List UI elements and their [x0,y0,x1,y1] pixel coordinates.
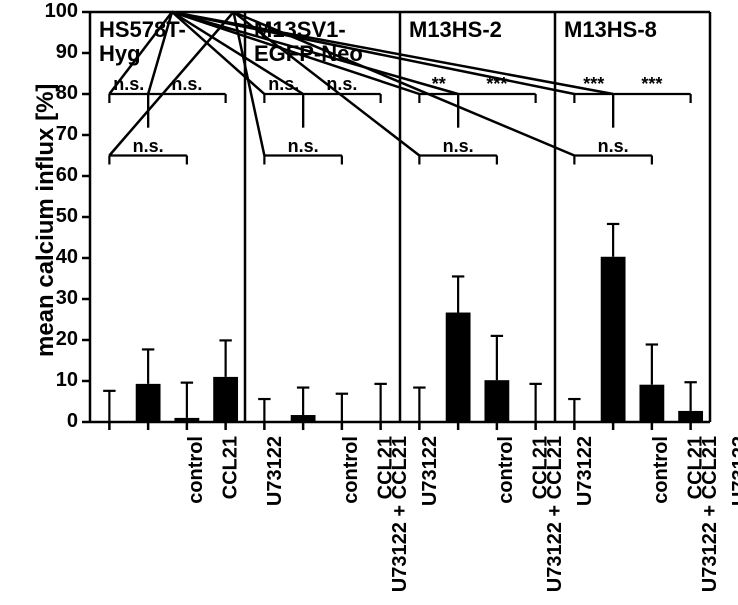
significance-label: *** [583,74,604,95]
ytick-label: 100 [34,0,78,23]
bar [601,257,626,422]
significance-label: n.s. [113,74,144,95]
significance-label: n.s. [598,136,629,157]
bar [639,385,664,422]
bar [678,411,703,422]
significance-label: n.s. [133,136,164,157]
significance-label: *** [641,74,662,95]
ytick-label: 90 [34,41,78,64]
xtick-label: control [185,436,208,504]
xtick-label: control [340,436,363,504]
bar [136,384,161,422]
significance-label: n.s. [288,136,319,157]
significance-label: ** [432,74,446,95]
bar [291,415,316,422]
xtick-label: U73122 [265,436,288,506]
panel-title: M13SV1- EGFP-Neo [254,18,363,66]
xtick-label: control [650,436,673,504]
significance-label: n.s. [171,74,202,95]
significance-label: n.s. [268,74,299,95]
xtick-label: U73122 [730,436,738,506]
xtick-label: U73122 [575,436,598,506]
bar [213,377,238,422]
xtick-label: U73122 [420,436,443,506]
xtick-label: CCL21 [219,436,242,499]
xtick-label: CCL21 [684,436,707,499]
panel-title: M13HS-8 [564,18,657,42]
panel-title: M13HS-2 [409,18,502,42]
significance-label: n.s. [443,136,474,157]
bar [174,418,199,422]
significance-label: *** [486,74,507,95]
significance-label: n.s. [326,74,357,95]
bar [484,380,509,422]
xtick-label: control [495,436,518,504]
bar [446,313,471,422]
panel-title: HS578T- Hyg [99,18,186,66]
ytick-label: 0 [34,410,78,433]
calcium-influx-chart: 0102030405060708090100mean calcium influ… [0,0,738,605]
y-axis-label: mean calcium influx [%] [32,84,60,357]
xtick-label: CCL21 [529,436,552,499]
ytick-label: 10 [34,369,78,392]
xtick-label: CCL21 [374,436,397,499]
